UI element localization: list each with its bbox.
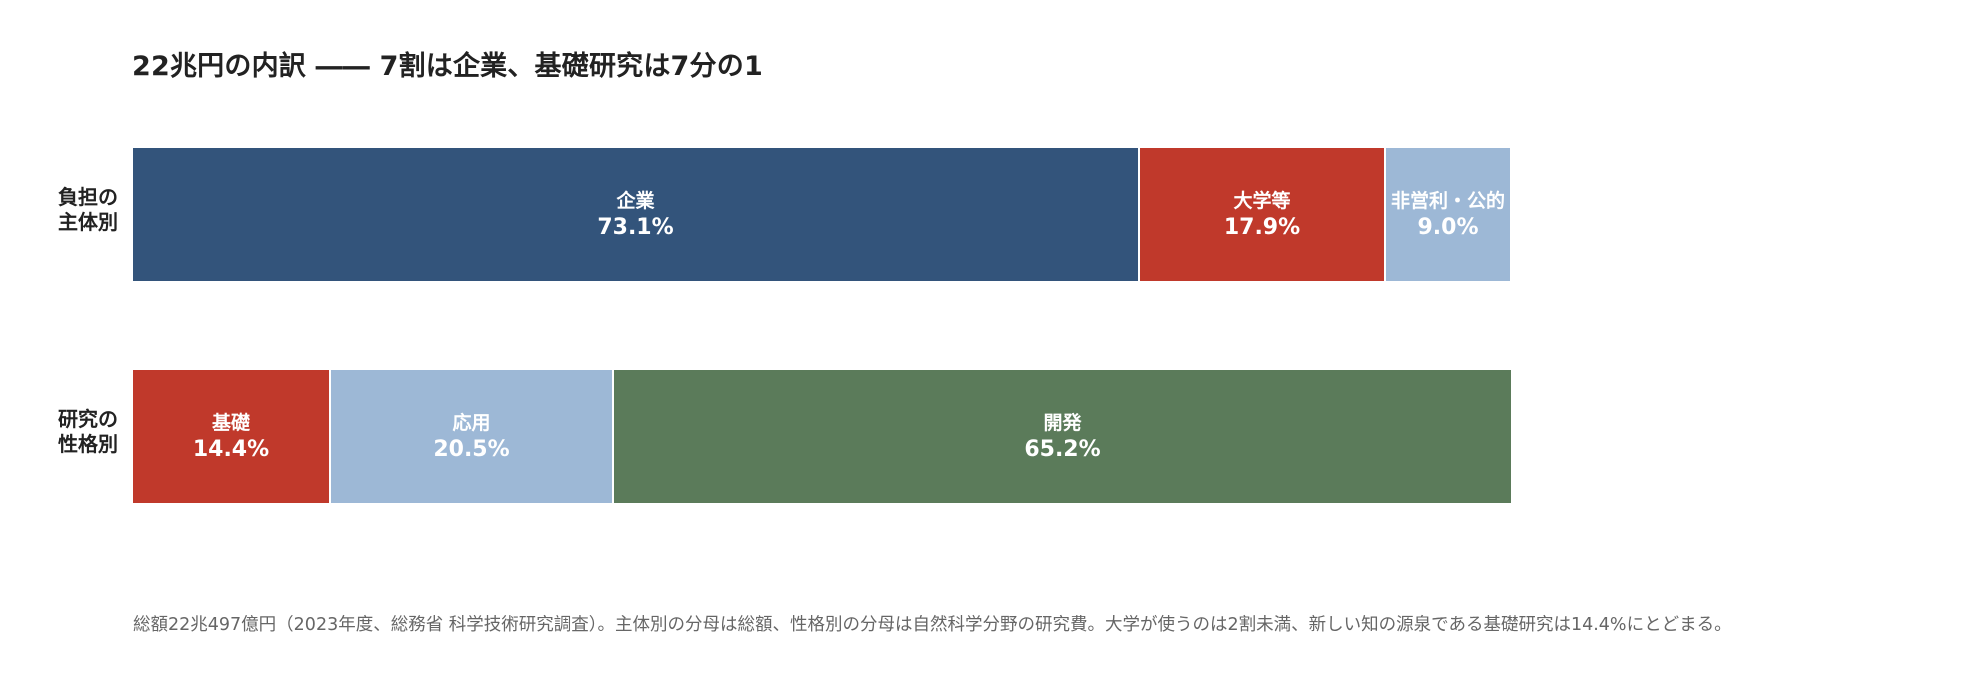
row-label-line: 研究の [58,407,118,431]
segment-value-label: 73.1% [597,214,674,240]
stacked-bar-funding-source: 企業 73.1% 大学等 17.9% 非営利・公的 9.0% [133,148,1510,281]
row-label-research-type: 研究の 性格別 [14,407,118,457]
stacked-bar-research-type: 基礎 14.4% 応用 20.5% 開発 65.2% [133,370,1511,503]
segment-value-label: 17.9% [1223,214,1301,240]
segment-value-label: 65.2% [1024,436,1101,462]
bar-segment: 大学等 17.9% [1140,148,1386,281]
segment-value-label: 14.4% [192,436,270,462]
bar-segment: 企業 73.1% [133,148,1140,281]
segment-value-label: 9.0% [1417,214,1479,240]
segment-name-label: 基礎 [211,411,250,434]
chart-title: 22兆円の内訳 ―― 7割は企業、基礎研究は7分の1 [132,51,763,82]
segment-value-label: 20.5% [433,436,510,462]
row-label-line: 性格別 [58,432,118,456]
bar-segment: 基礎 14.4% [133,370,331,503]
segment-name-label: 非営利・公的 [1390,189,1505,212]
bar-segment: 開発 65.2% [614,370,1511,503]
segment-name-label: 応用 [452,411,491,434]
row-label-funding-source: 負担の 主体別 [14,185,118,235]
segment-name-label: 開発 [1043,411,1082,434]
chart-footnote: 総額22兆497億円（2023年度、総務省 科学技術研究調査）。主体別の分母は総… [133,615,1732,635]
row-label-line: 負担の [58,185,118,209]
row-label-line: 主体別 [58,210,118,234]
segment-name-label: 大学等 [1233,189,1291,212]
bar-segment: 非営利・公的 9.0% [1386,148,1510,281]
segment-name-label: 企業 [616,189,655,212]
bar-segment: 応用 20.5% [331,370,614,503]
